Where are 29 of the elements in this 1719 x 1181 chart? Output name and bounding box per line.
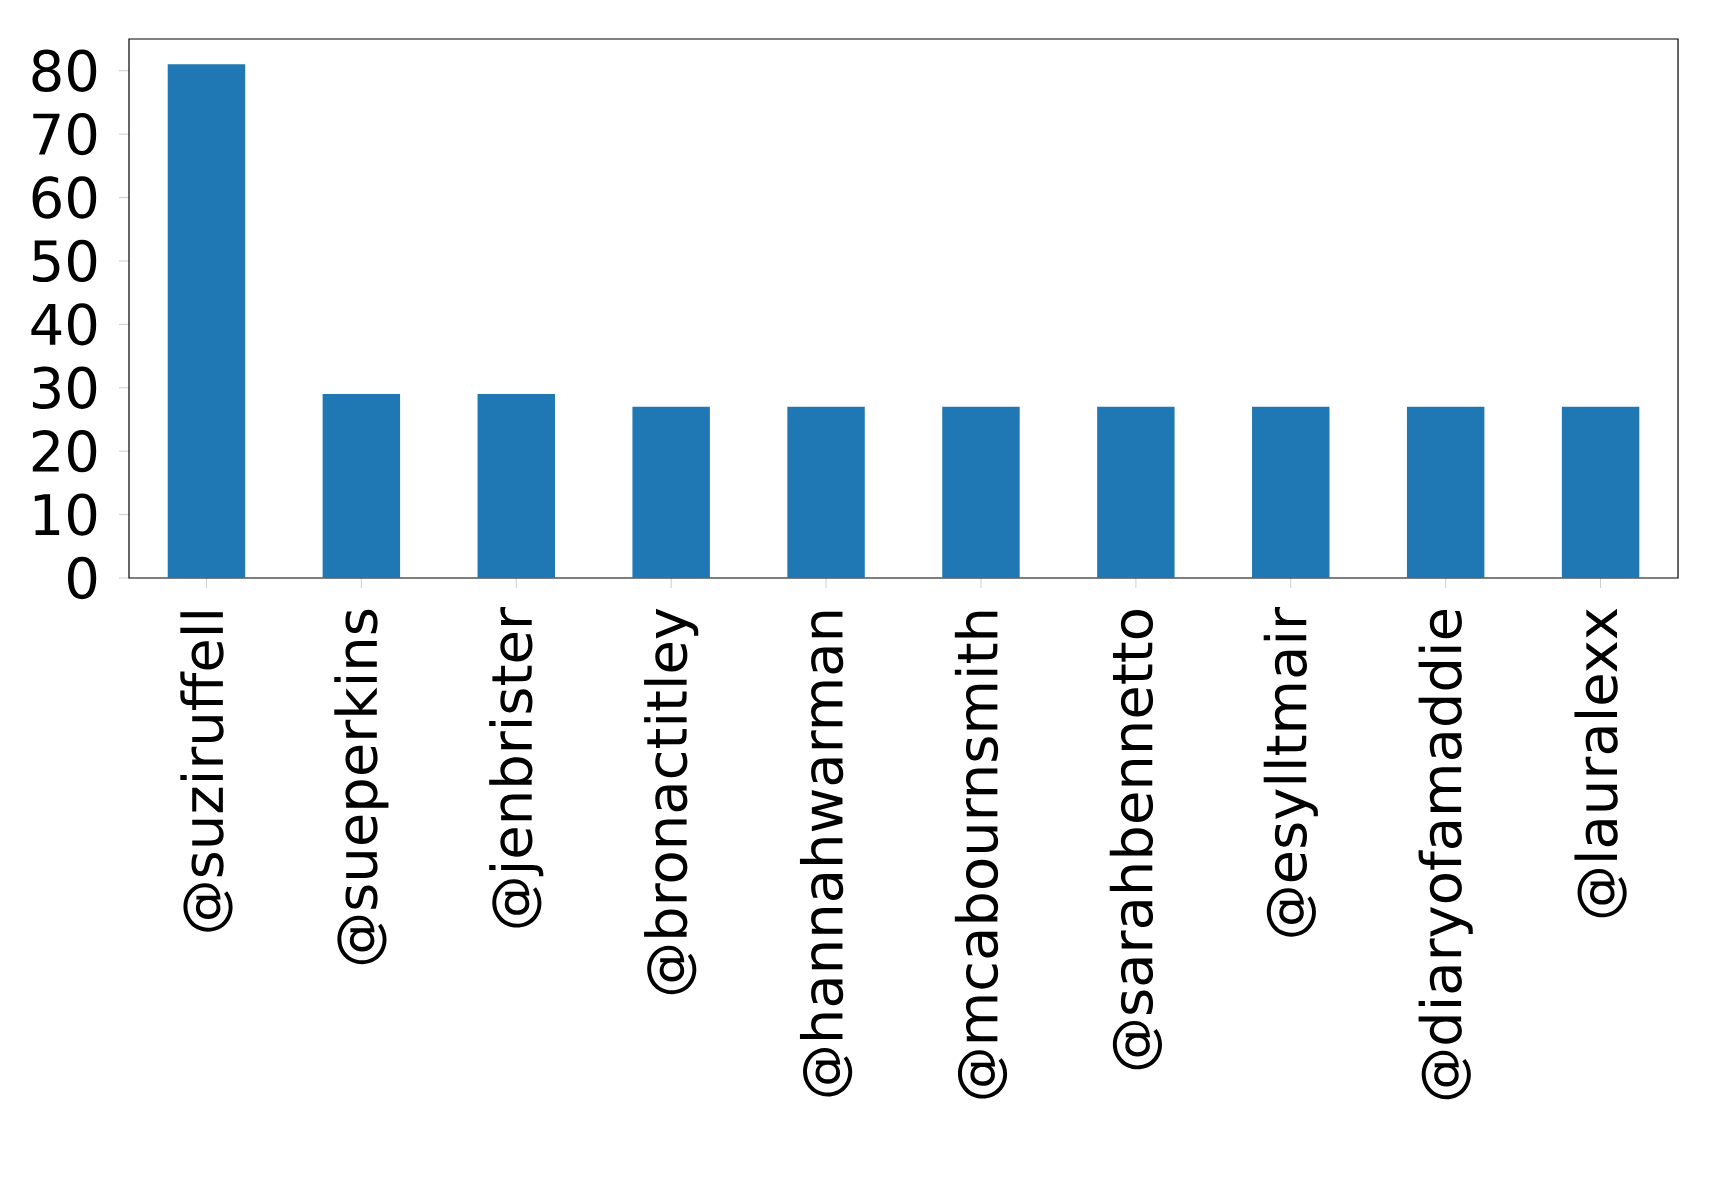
bar: [787, 406, 865, 578]
bar: [167, 64, 246, 578]
y-tick-label: 80: [32, 49, 97, 92]
y-tick-label: 20: [32, 429, 97, 473]
x-tick-label: @lauralexx: [1574, 608, 1627, 918]
y-tick-label: 30: [32, 366, 97, 409]
x-tick-label: @bronactitley: [644, 608, 699, 995]
y-tick-label: 0: [68, 556, 97, 600]
bar: [477, 394, 555, 578]
y-tick-label: 60: [32, 176, 97, 219]
x-tick-label: @jenbrister: [489, 607, 544, 928]
x-tick-label: @mcabournsmith: [954, 611, 1008, 1099]
bar: [322, 394, 401, 578]
y-tick-label: 50: [33, 239, 97, 283]
bar: [1406, 406, 1485, 578]
x-tick-label: @hannahwarman: [799, 611, 853, 1097]
bar: [632, 406, 710, 578]
x-tick-label: @sueperkins: [334, 609, 389, 965]
y-tick-label: 70: [33, 112, 97, 156]
y-tick-label: 40: [31, 303, 97, 346]
bar: [942, 406, 1020, 578]
bar: [1561, 406, 1640, 578]
bar: [1252, 406, 1330, 578]
x-tick-label: @diaryofamaddie: [1418, 609, 1473, 1100]
x-tick-label: @sarahbennetto: [1109, 610, 1162, 1070]
x-tick-label: @suziruffell: [180, 612, 233, 932]
x-tick-label: @esylltmair: [1263, 607, 1318, 937]
y-tick-label: 10: [34, 493, 97, 536]
bar: [1097, 406, 1175, 578]
